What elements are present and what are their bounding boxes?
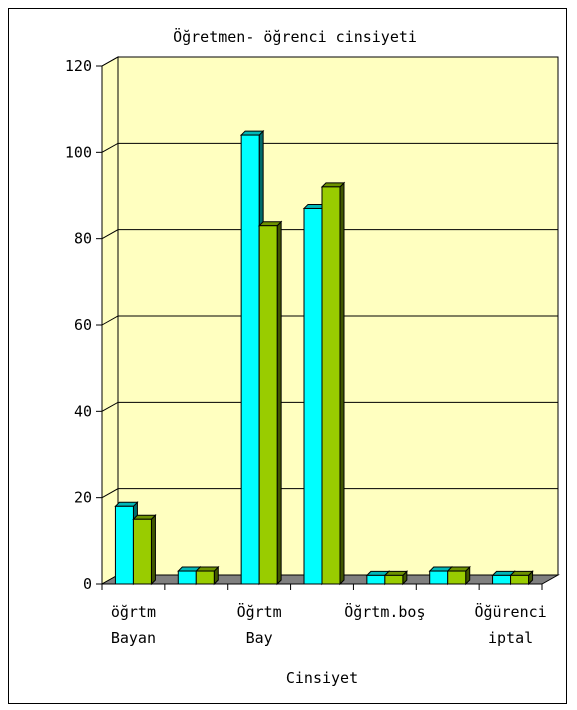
- y-tick-label: 120: [65, 57, 92, 75]
- bar: [320, 181, 346, 586]
- x-tick-label: Bay: [246, 629, 273, 647]
- x-tick-label: Öğrtm.boş: [344, 602, 425, 621]
- y-tick-label: 20: [74, 489, 92, 507]
- bar: [257, 220, 283, 586]
- bar: [446, 565, 471, 586]
- gridline: [101, 401, 558, 412]
- gridline: [101, 229, 558, 240]
- x-tick-label: Öğrtm: [237, 602, 282, 621]
- bar: [195, 565, 220, 586]
- x-tick-label: Bayan: [111, 629, 156, 647]
- bar: [132, 514, 157, 586]
- y-axis: 0 20 40 60 80 100 120: [65, 57, 103, 593]
- y-tick-label: 80: [74, 230, 92, 248]
- x-tick-label: iptal: [488, 629, 533, 647]
- bar: [383, 570, 409, 586]
- chart-title: Öğretmen- öğrenci cinsiyeti: [173, 27, 417, 46]
- y-tick-label: 0: [83, 575, 92, 593]
- bars: [114, 129, 534, 586]
- gridline: [101, 488, 558, 499]
- y-tick-label: 60: [74, 316, 92, 334]
- bar: [509, 570, 534, 586]
- y-tick-label: 40: [74, 402, 92, 420]
- gridlines: [101, 56, 558, 499]
- gridline: [101, 142, 558, 153]
- gridline: [101, 56, 558, 67]
- x-tick-label: öğrtm: [111, 603, 156, 621]
- x-axis: öğrtm Bayan Öğrtm Bay Öğrtm.boş Öğürenci iptal: [101, 583, 547, 647]
- x-axis-title: Cinsiyet: [286, 669, 358, 687]
- y-tick-label: 100: [65, 143, 92, 161]
- gridline: [101, 315, 558, 326]
- x-tick-label: Öğürenci: [474, 602, 546, 621]
